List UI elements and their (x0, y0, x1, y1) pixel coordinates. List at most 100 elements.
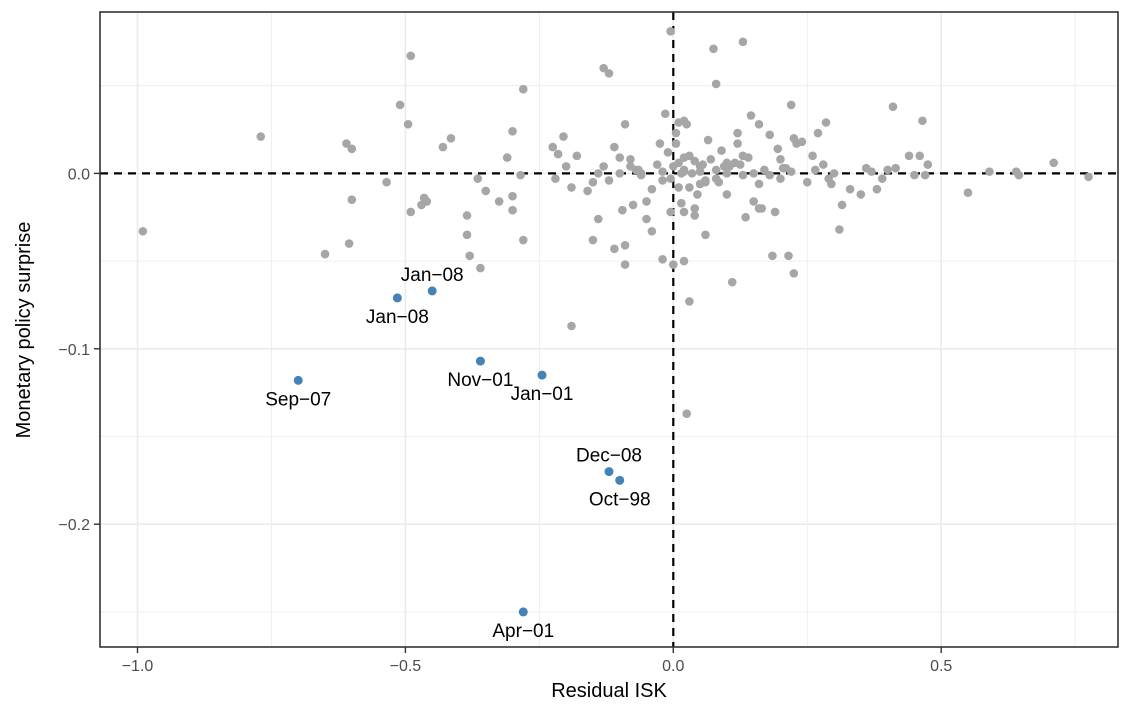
data-point (682, 409, 691, 418)
highlighted-point (392, 293, 402, 303)
y-axis-title: Monetary policy surprise (13, 222, 35, 439)
data-point (722, 158, 732, 168)
data-point (256, 132, 266, 141)
data-point (604, 69, 614, 78)
highlighted-point (537, 370, 547, 380)
data-point (567, 183, 576, 192)
data-point (709, 44, 718, 54)
data-point (599, 63, 608, 73)
data-point (567, 321, 576, 331)
data-point (797, 137, 807, 147)
data-point (553, 149, 563, 159)
data-point (658, 255, 667, 264)
y-tick-label: −0.1 (58, 342, 90, 359)
data-point (342, 139, 351, 148)
data-point (618, 205, 627, 215)
point-label: Jan−08 (366, 307, 429, 328)
data-point (883, 165, 892, 175)
data-point (502, 153, 512, 162)
data-point (776, 174, 785, 183)
data-point (904, 151, 914, 161)
data-point (877, 174, 887, 183)
x-axis-title: Residual ISK (551, 680, 667, 702)
data-point (642, 214, 651, 224)
data-point (679, 207, 689, 217)
data-point (406, 207, 416, 217)
data-point (819, 160, 828, 169)
data-point (628, 200, 638, 210)
data-point (382, 177, 391, 187)
data-point (620, 119, 630, 129)
point-label: Jan−08 (401, 265, 464, 286)
data-point (679, 153, 689, 162)
data-point (446, 133, 456, 143)
data-point (711, 165, 721, 175)
data-point (703, 135, 713, 145)
data-point (1049, 158, 1059, 168)
data-point (615, 153, 625, 162)
data-point (320, 249, 330, 259)
data-point (620, 260, 630, 269)
data-point (760, 165, 769, 175)
data-point (588, 235, 598, 245)
data-point (1084, 172, 1093, 182)
x-tick-label: 0.5 (930, 658, 952, 675)
data-point (891, 163, 900, 173)
data-point (741, 212, 750, 222)
data-point (508, 205, 517, 215)
data-point (784, 251, 793, 261)
data-point (642, 197, 651, 206)
data-point (518, 235, 528, 245)
data-point (717, 146, 726, 155)
data-point (757, 204, 766, 213)
data-point (465, 251, 474, 261)
data-point (666, 207, 675, 217)
data-point (668, 260, 678, 269)
y-tick-label: −0.2 (58, 517, 90, 534)
data-point (829, 169, 839, 178)
data-point (658, 176, 667, 185)
data-point (516, 170, 525, 180)
point-label: Oct−98 (589, 489, 651, 510)
data-point (835, 225, 844, 234)
data-point (679, 256, 689, 266)
data-point (687, 169, 697, 178)
data-point (508, 191, 517, 201)
data-point (693, 190, 702, 199)
data-point (727, 277, 737, 287)
data-point (508, 126, 517, 136)
data-point (813, 128, 823, 138)
data-point (473, 174, 483, 183)
data-point (647, 226, 657, 236)
data-point (685, 297, 694, 306)
data-point (786, 167, 796, 176)
point-label: Apr−01 (492, 621, 554, 642)
y-tick-label: 0.0 (68, 166, 90, 183)
data-point (462, 211, 472, 220)
data-point (749, 197, 758, 206)
point-label: Jan−01 (511, 384, 574, 405)
data-point (765, 130, 775, 140)
x-tick-label: −0.5 (390, 658, 422, 675)
point-label: Nov−01 (447, 370, 513, 391)
data-point (395, 100, 405, 110)
data-point (722, 190, 732, 199)
data-point (773, 144, 783, 154)
data-point (690, 211, 700, 220)
data-point (768, 251, 777, 261)
data-point (915, 151, 925, 161)
data-point (776, 155, 785, 164)
data-point (754, 179, 764, 189)
data-point (494, 197, 504, 206)
data-point (620, 241, 630, 250)
data-point (821, 118, 831, 127)
highlighted-point (293, 375, 303, 385)
data-point (802, 177, 812, 187)
data-point (867, 167, 876, 176)
data-point (588, 177, 598, 187)
data-point (754, 119, 764, 129)
data-point (837, 200, 847, 210)
data-point (561, 162, 571, 171)
data-point (920, 170, 930, 180)
data-point (572, 151, 582, 161)
